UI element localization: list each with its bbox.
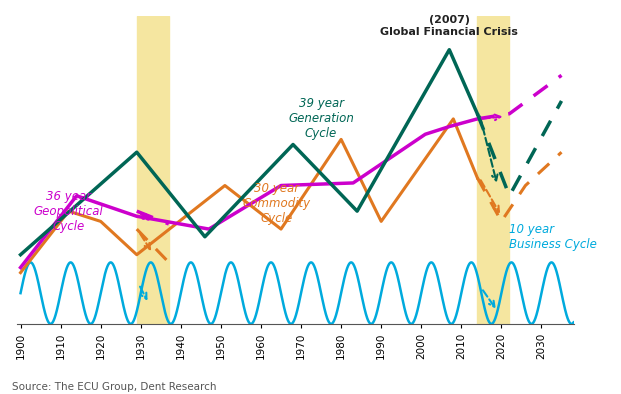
- Text: 10 year
Business Cycle: 10 year Business Cycle: [509, 223, 597, 251]
- Text: 30 year
Commodity
Cycle: 30 year Commodity Cycle: [243, 182, 311, 225]
- Text: (2007)
Global Financial Crisis: (2007) Global Financial Crisis: [381, 15, 519, 37]
- Bar: [478, 17, 509, 324]
- Text: Source: The ECU Group, Dent Research: Source: The ECU Group, Dent Research: [12, 382, 217, 392]
- Bar: [137, 17, 169, 324]
- Text: 39 year
Generation
Cycle: 39 year Generation Cycle: [288, 97, 354, 140]
- Text: 36 year
Geopolitical
Cycle: 36 year Geopolitical Cycle: [34, 190, 104, 232]
